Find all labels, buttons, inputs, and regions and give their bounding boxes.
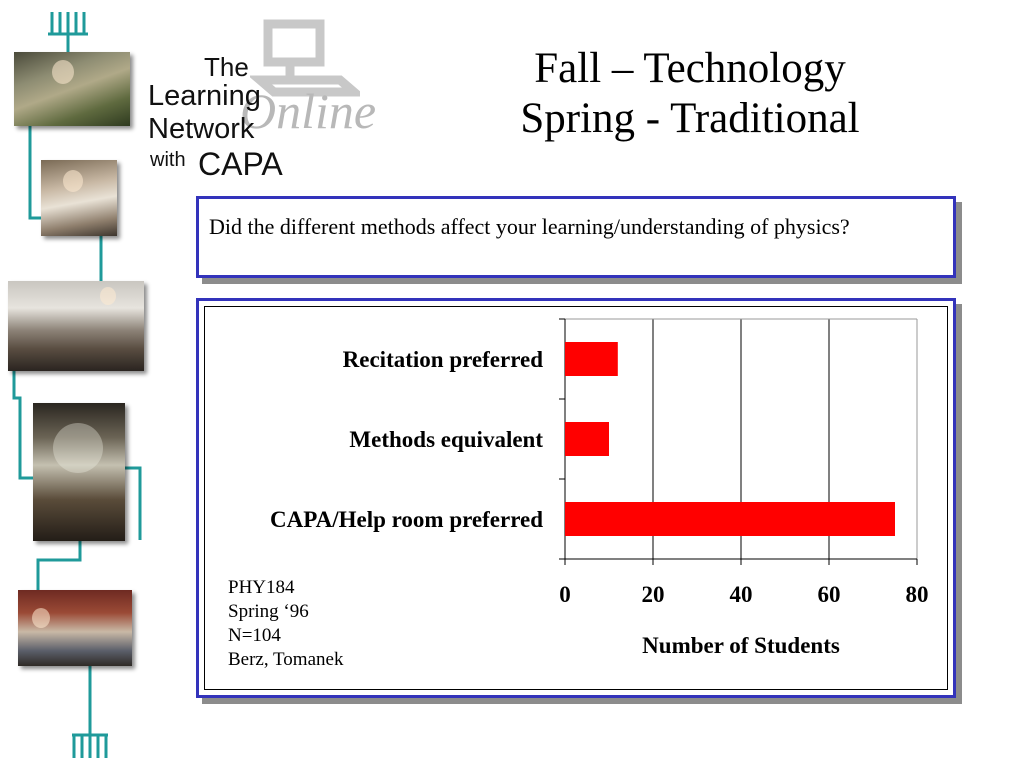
logo-online-text: Online [240,83,377,139]
category-label: CAPA/Help room preferred [270,507,543,532]
logo-network-text: Network [148,113,255,145]
category-label: Recitation preferred [343,347,544,372]
x-tick-label: 0 [559,582,571,607]
x-tick-label: 80 [906,582,929,607]
title-line-2: Spring - Traditional [520,95,860,142]
title-line-1: Fall – Technology [534,45,846,92]
bar [565,342,618,376]
chart-frame: 0 20 40 60 80 Recitation preferred Methods equ… [204,306,948,690]
note-term: Spring ‘96 [228,601,309,622]
learning-network-logo: Online The Learning Network with CAPA [140,18,400,188]
photo-student-laptop-outdoors [14,52,130,126]
bar [565,502,895,536]
x-tick-label: 60 [818,582,841,607]
photo-library-room [33,403,125,541]
logo-learning-text: Learning [148,80,261,112]
slide-title: Fall – Technology Spring - Traditional [480,44,900,144]
question-text: Did the different methods affect your le… [209,214,850,239]
logo-with-text: with [150,149,186,171]
x-tick-label: 20 [642,582,665,607]
category-label: Methods equivalent [349,427,543,452]
source-note: PHY184 Spring ‘96 N=104 Berz, Tomanek [228,576,343,672]
computer-icon [250,19,360,97]
x-axis-title: Number of Students [642,633,840,658]
network-lines [12,12,142,758]
bar-chart: 0 20 40 60 80 Recitation preferred Methods equ… [270,318,929,658]
photo-lecture-hall [8,281,144,371]
logo-capa-text: CAPA [198,146,283,182]
question-box: Did the different methods affect your le… [196,196,956,278]
photo-network [0,0,150,768]
photo-student-reading [18,590,132,666]
photo-student-laptop-desk [41,160,117,236]
x-tick-label: 40 [730,582,753,607]
note-course: PHY184 [228,577,295,598]
logo-the-text: The [204,52,249,82]
bar [565,422,609,456]
note-authors: Berz, Tomanek [228,649,344,670]
note-sample-size: N=104 [228,625,281,646]
chart-panel: 0 20 40 60 80 Recitation preferred Methods equ… [196,298,956,698]
